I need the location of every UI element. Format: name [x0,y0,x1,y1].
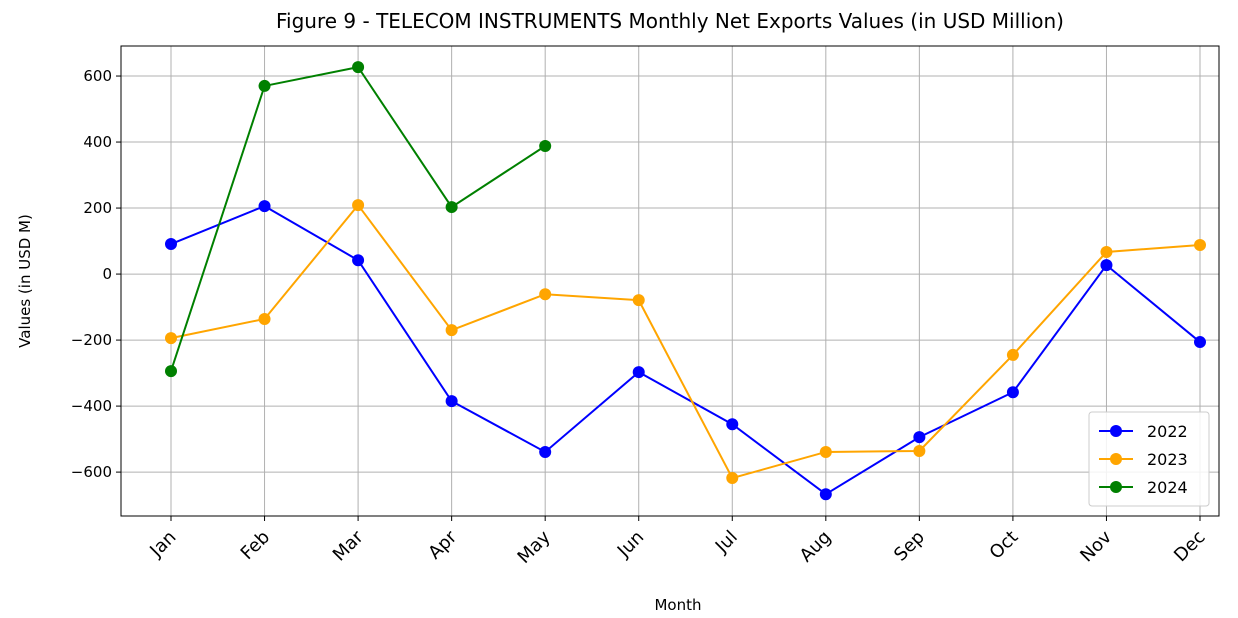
y-tick-label: 200 [83,199,112,217]
data-point [165,365,177,378]
y-tick-label: −400 [71,397,112,415]
data-point [258,312,271,325]
x-tick-label: Jan [145,527,180,562]
data-point [819,445,832,458]
data-point [445,395,458,408]
legend-label: 2022 [1147,422,1188,441]
legend-label: 2024 [1147,478,1188,497]
data-point [352,61,365,74]
x-tick-label: May [514,526,555,567]
chart-title: Figure 9 - TELECOM INSTRUMENTS Monthly N… [276,9,1064,33]
data-point [445,324,458,337]
data-point [258,79,271,92]
x-tick-label: Jul [711,527,742,558]
data-point [539,288,552,301]
legend-label: 2023 [1147,450,1188,469]
data-point [913,444,926,457]
x-tick-label: Dec [1170,527,1209,566]
data-point [726,418,739,431]
data-point [352,254,365,267]
data-point [1006,386,1019,399]
data-point [819,488,832,501]
legend-marker [1110,453,1122,465]
data-point [1100,245,1113,258]
data-point [1006,348,1019,361]
data-point [1100,259,1113,272]
y-tick-label: 400 [83,133,112,151]
legend-marker [1110,425,1122,437]
data-point [352,199,365,212]
series-line [170,204,1201,496]
y-tick-label: −200 [71,331,112,349]
x-tick-label: Feb [237,527,274,564]
y-tick-label: 600 [83,67,112,85]
x-tick-label: Aug [796,527,836,567]
data-point [258,200,271,213]
data-point [539,445,552,458]
data-point [165,238,177,251]
data-point [539,140,552,153]
x-tick-label: Mar [329,526,368,565]
x-tick-label: Oct [986,527,1023,564]
series-line [170,203,1201,480]
data-point [913,431,926,444]
x-tick-label: Jun [613,527,648,562]
data-point [1194,239,1206,252]
data-point [726,472,739,485]
y-tick-label: −600 [71,463,112,481]
y-axis-label: Values (in USD M) [16,214,34,348]
data-point [445,201,458,214]
data-point [1194,336,1206,349]
x-tick-label: Apr [424,526,461,563]
x-tick-label: Sep [890,527,929,566]
data-point [632,294,645,307]
y-tick-label: 0 [102,265,112,283]
plot-frame [120,45,1220,517]
x-tick-label: Nov [1076,526,1116,566]
data-point [165,332,177,345]
data-point [632,366,645,379]
x-axis-label: Month [654,596,701,614]
legend-marker [1110,481,1122,493]
